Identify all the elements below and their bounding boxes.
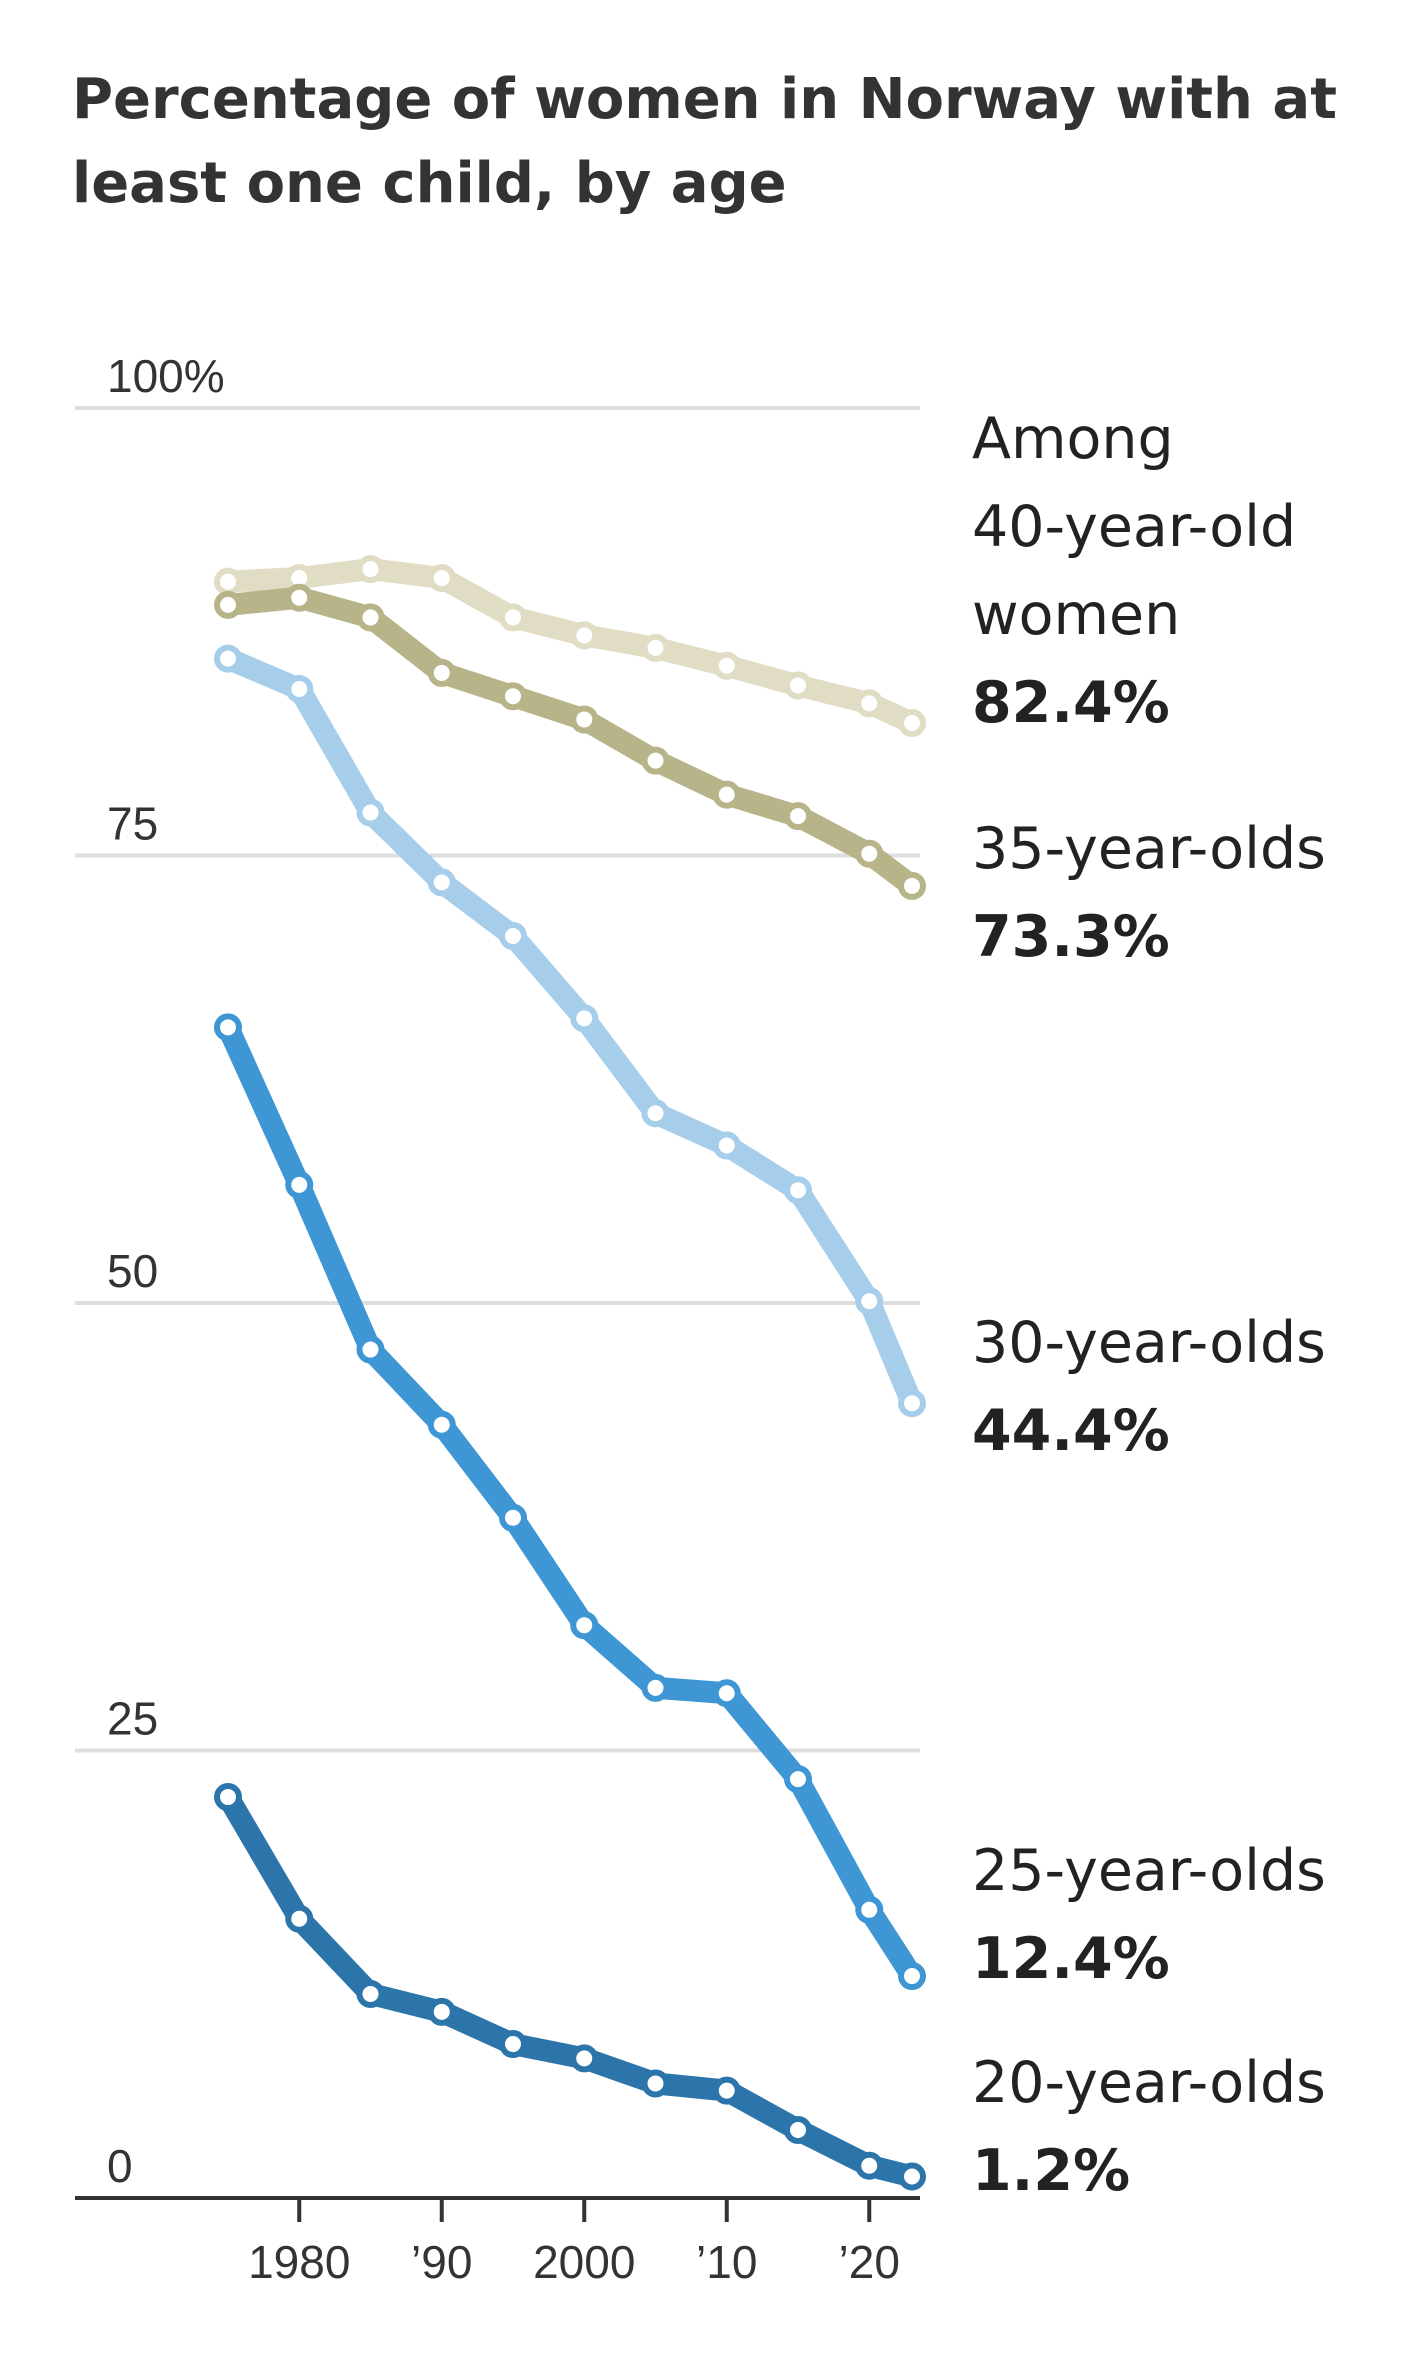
- series-value-label: 82.4%: [972, 670, 1170, 736]
- data-point: [214, 1783, 242, 1812]
- data-point: [499, 1503, 527, 1532]
- series-line: [217, 1786, 923, 2188]
- x-tick-label: ’90: [411, 2236, 472, 2288]
- data-point: [641, 1673, 670, 1702]
- x-tick-label: ’10: [696, 2236, 757, 2288]
- data-point: [285, 675, 314, 704]
- data-point: [214, 644, 242, 673]
- data-point: [427, 1410, 456, 1439]
- data-point: [285, 1904, 314, 1933]
- series-label: 30-year-olds: [972, 1310, 1326, 1376]
- x-tick-label: 1980: [248, 2236, 350, 2288]
- data-point: [499, 603, 527, 632]
- data-point: [499, 682, 527, 711]
- data-point: [784, 1176, 812, 1205]
- data-point: [641, 2069, 670, 2098]
- data-point: [712, 2076, 741, 2105]
- data-point: [855, 2151, 884, 2180]
- data-point: [356, 555, 385, 584]
- data-point: [641, 633, 670, 662]
- data-point: [214, 567, 242, 596]
- data-points: [214, 555, 926, 2191]
- data-point: [855, 839, 884, 868]
- y-tick-label: 50: [107, 1245, 158, 1297]
- data-point: [570, 705, 599, 734]
- data-point: [898, 1389, 926, 1418]
- series-label: 25-year-olds: [972, 1838, 1326, 1904]
- data-point: [898, 709, 926, 738]
- data-point: [641, 1099, 670, 1128]
- data-point: [570, 2044, 599, 2073]
- series-value-label: 12.4%: [972, 1926, 1170, 1992]
- series-labels: Among 40-year-old women 82.4% 35-year-olds 73…: [972, 406, 1326, 2204]
- data-point: [712, 780, 741, 809]
- data-point: [570, 1611, 599, 1640]
- data-point: [427, 1997, 456, 2026]
- x-axis: 1980 ’90 2000 ’10 ’20: [75, 2196, 920, 2288]
- data-point: [285, 583, 314, 612]
- data-point: [570, 621, 599, 650]
- data-point: [712, 651, 741, 680]
- data-point: [784, 802, 812, 831]
- data-point: [214, 1013, 242, 1042]
- data-point: [855, 1895, 884, 1924]
- series-line: [217, 558, 923, 734]
- series-value-label: 1.2%: [972, 2138, 1130, 2204]
- data-point: [898, 1962, 926, 1991]
- chart-title: Percentage of women in Norway with at le…: [72, 67, 1337, 216]
- x-tick-label: ’20: [839, 2236, 900, 2288]
- data-point: [499, 2030, 527, 2059]
- series-value-label: 73.3%: [972, 904, 1170, 970]
- data-point: [214, 590, 242, 619]
- y-tick-label: 100%: [107, 350, 225, 402]
- series-label: 20-year-olds: [972, 2050, 1326, 2116]
- data-point: [356, 1979, 385, 2008]
- gridlines: 100% 75 50 25 0: [75, 350, 920, 2192]
- series-label: women: [972, 582, 1180, 648]
- y-tick-label: 0: [107, 2140, 133, 2192]
- data-point: [427, 658, 456, 687]
- data-point: [855, 1287, 884, 1316]
- data-point: [499, 922, 527, 951]
- series-label: 40-year-old: [972, 494, 1296, 560]
- series-value-label: 44.4%: [972, 1398, 1170, 1464]
- data-point: [427, 868, 456, 897]
- series-label: Among: [972, 406, 1174, 472]
- x-tick-label: 2000: [533, 2236, 635, 2288]
- data-point: [356, 1335, 385, 1364]
- data-point: [356, 603, 385, 632]
- data-point: [898, 2162, 926, 2191]
- data-point: [712, 1679, 741, 1708]
- data-point: [784, 671, 812, 700]
- data-point: [784, 2115, 812, 2144]
- series-label: 35-year-olds: [972, 816, 1326, 882]
- data-point: [427, 564, 456, 593]
- data-point: [784, 1765, 812, 1794]
- y-tick-label: 75: [107, 798, 158, 850]
- y-tick-label: 25: [107, 1693, 158, 1745]
- series-line: [217, 1016, 923, 1987]
- data-point: [356, 798, 385, 827]
- data-point: [641, 746, 670, 775]
- data-point: [712, 1131, 741, 1160]
- data-point: [898, 871, 926, 900]
- data-point: [285, 1170, 314, 1199]
- data-point: [570, 1004, 599, 1033]
- data-point: [855, 689, 884, 718]
- series-line: [217, 647, 923, 1415]
